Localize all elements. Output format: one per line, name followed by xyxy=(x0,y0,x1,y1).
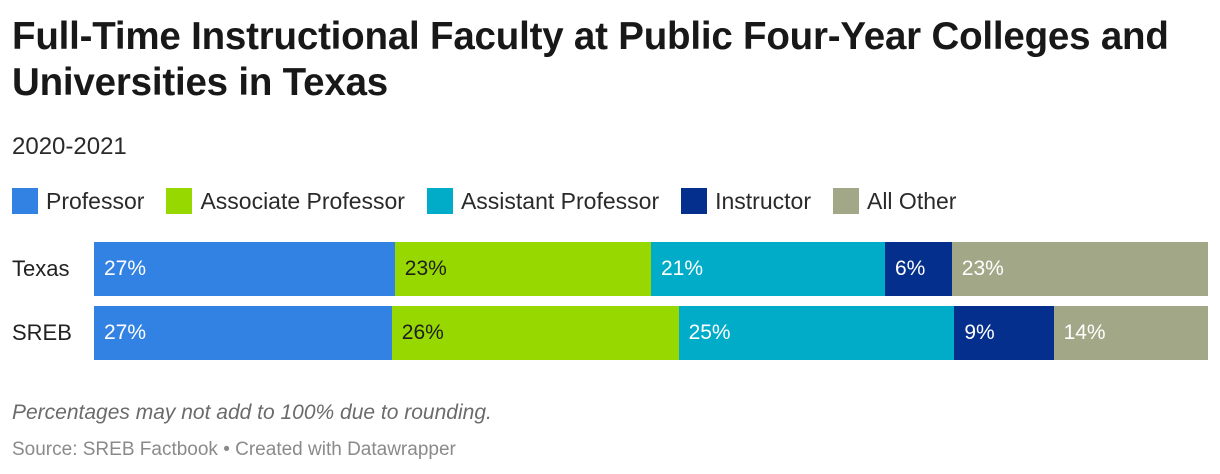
data-label: 23% xyxy=(961,257,1004,280)
bar-segment-sreb-instructor: 9% xyxy=(954,306,1055,360)
bar-segment-sreb-assistant-professor: 25% xyxy=(678,306,955,360)
legend-item-associate-professor: Associate Professor xyxy=(166,186,405,216)
legend-item-assistant-professor: Assistant Professor xyxy=(426,186,660,216)
row-label-sreb: SREB xyxy=(12,320,72,345)
legend-swatch xyxy=(426,188,453,214)
legend-swatch xyxy=(166,188,193,214)
data-label: 27% xyxy=(104,321,147,344)
legend-label: Professor xyxy=(46,188,145,214)
legend-swatch xyxy=(681,188,708,214)
legend-item-all-other: All Other xyxy=(832,186,957,216)
legend-swatch xyxy=(12,188,38,214)
bar-segment-texas-instructor: 6% xyxy=(884,242,953,296)
data-label: 26% xyxy=(401,321,444,344)
legend-label: Instructor xyxy=(715,188,811,214)
legend-label: Associate Professor xyxy=(200,188,405,214)
bar-segment-sreb-professor: 27% xyxy=(94,306,393,360)
chart-title: Full-Time Instructional Faculty at Publi… xyxy=(12,15,1169,104)
stacked-bar-chart: Texas 27% 23% 21% 6% 23% SREB 27% 26% 25% 9% 14% xyxy=(0,238,1220,368)
row-label-texas: Texas xyxy=(12,256,70,281)
legend-label: All Other xyxy=(866,188,957,214)
legend-swatch xyxy=(832,188,859,214)
chart-subtitle: 2020-2021 xyxy=(12,133,127,160)
bar-segment-texas-all-other: 23% xyxy=(951,242,1209,296)
data-label: 14% xyxy=(1063,321,1106,344)
rounding-note: Percentages may not add to 100% due to r… xyxy=(12,401,492,424)
bar-segment-sreb-associate-professor: 26% xyxy=(391,306,680,360)
legend-label: Assistant Professor xyxy=(460,188,660,214)
bar-segment-sreb-all-other: 14% xyxy=(1053,306,1209,360)
data-label: 21% xyxy=(661,257,704,280)
bar-segment-texas-assistant-professor: 21% xyxy=(651,242,886,296)
data-label: 25% xyxy=(688,321,731,344)
data-label: 23% xyxy=(404,257,447,280)
data-label: 6% xyxy=(894,257,926,280)
bar-segment-texas-associate-professor: 23% xyxy=(394,242,652,296)
data-label: 27% xyxy=(104,257,147,280)
source-credit: Source: SREB Factbook • Created with Dat… xyxy=(12,439,456,460)
bar-segment-texas-professor: 27% xyxy=(94,242,396,296)
legend: Professor Associate Professor Assistant Pr… xyxy=(12,186,978,216)
legend-item-professor: Professor xyxy=(12,186,144,216)
data-label: 9% xyxy=(964,321,995,344)
legend-item-instructor: Instructor xyxy=(681,186,811,216)
